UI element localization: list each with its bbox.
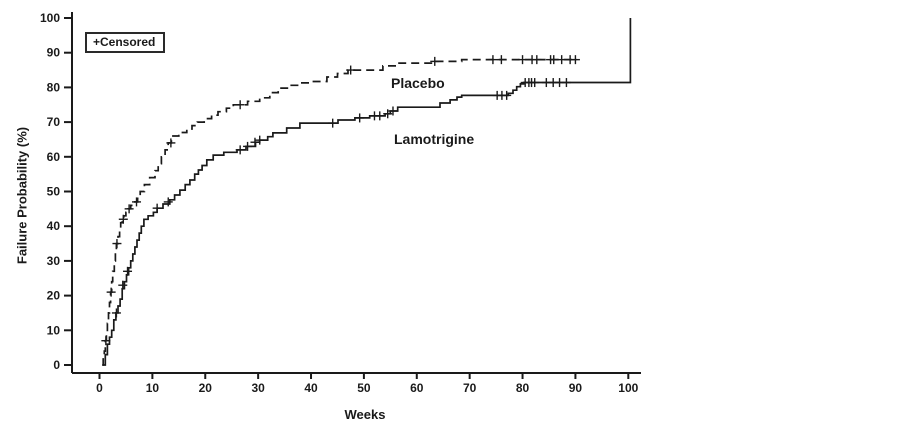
x-tick-label: 30 <box>251 381 265 395</box>
y-tick-label: 80 <box>47 80 61 94</box>
x-tick-label: 50 <box>357 381 371 395</box>
y-tick-label: 50 <box>47 185 61 199</box>
x-tick-label: 40 <box>304 381 318 395</box>
placebo-curve <box>102 58 577 366</box>
censored-legend: +Censored <box>85 32 166 53</box>
y-tick-label: 100 <box>40 11 60 25</box>
y-tick-label: 60 <box>47 150 61 164</box>
y-tick-label: 90 <box>47 46 61 60</box>
x-tick-label: 20 <box>199 381 213 395</box>
y-tick-label: 30 <box>47 254 61 268</box>
y-tick-label: 40 <box>47 219 61 233</box>
y-tick-label: 20 <box>47 289 61 303</box>
x-tick-label: 70 <box>463 381 477 395</box>
y-tick-label: 10 <box>47 323 61 337</box>
x-tick-label: 10 <box>146 381 160 395</box>
y-tick-label: 70 <box>47 115 61 129</box>
x-tick-label: 80 <box>516 381 530 395</box>
x-tick-label: 90 <box>569 381 583 395</box>
x-axis-title: Weeks <box>344 407 386 422</box>
x-tick-label: 60 <box>410 381 424 395</box>
lamotrigine-curve-label: Lamotrigine <box>394 131 475 147</box>
y-axis-title: Failure Probability (%) <box>14 126 30 265</box>
placebo-curve-label: Placebo <box>391 75 445 91</box>
y-tick-label: 0 <box>53 358 60 372</box>
x-tick-label: 100 <box>618 381 638 395</box>
x-tick-label: 0 <box>96 381 103 395</box>
